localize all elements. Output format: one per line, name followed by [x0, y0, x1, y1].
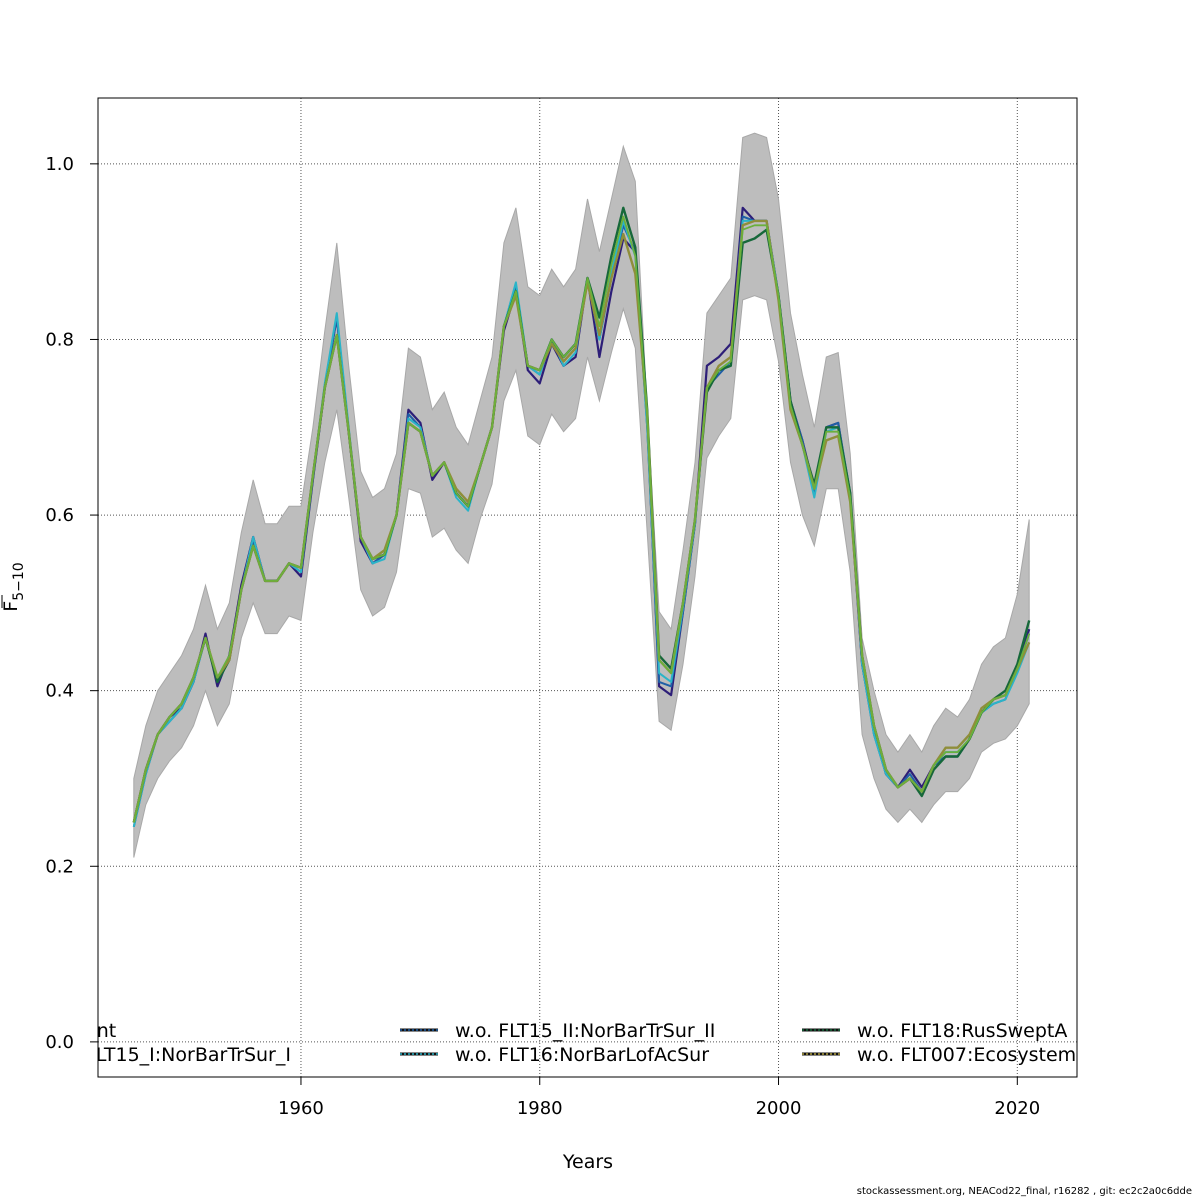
x-tick-label: 2020: [994, 1098, 1040, 1119]
series-line-6: [132, 215, 1031, 823]
y-axis-label: F5−10: [0, 562, 27, 611]
plot-frame: [97, 97, 1078, 1078]
x-tick-label: 2000: [756, 1098, 802, 1119]
x-tick-label: 1960: [278, 1098, 324, 1119]
y-tick-label: 0.0: [45, 1032, 74, 1053]
y-tick-label: 0.8: [45, 329, 74, 350]
confidence-band: [133, 132, 1030, 858]
confidence-band-area: [133, 132, 1030, 858]
y-tick-label: 0.2: [45, 856, 74, 877]
y-axis-label-base: F: [0, 601, 22, 612]
legend-label: w.o. FLT16:NorBarLofAcSur: [455, 1044, 709, 1066]
y-axis-label-subscript: 5−10: [11, 562, 27, 600]
x-tick-label: 1980: [517, 1098, 563, 1119]
series-lines: [132, 206, 1031, 828]
x-axis-label: Years: [562, 1151, 613, 1173]
legend-label: ent: [85, 1020, 116, 1042]
legend-label: w.o. FLT15_II:NorBarTrSur_II: [455, 1020, 715, 1042]
legend-label: w.o. FLT18:RusSweptA: [857, 1020, 1067, 1042]
y-tick-label: 0.4: [45, 681, 74, 702]
footer-credit: stockassessment.org, NEACod22_final, r16…: [856, 1186, 1192, 1197]
axes: 1960 1980 2000 2020 0.0 0.2 0.4 0.6 0.8 1.0: [45, 154, 1040, 1119]
y-tick-label: 1.0: [45, 154, 74, 175]
svg-text:F5−10: F5−10: [0, 562, 27, 611]
legend-label: FLT15_I:NorBarTrSur_I: [85, 1044, 291, 1066]
y-tick-label: 0.6: [45, 505, 74, 526]
legend-label: w.o. FLT007:Ecosystem: [857, 1044, 1076, 1066]
